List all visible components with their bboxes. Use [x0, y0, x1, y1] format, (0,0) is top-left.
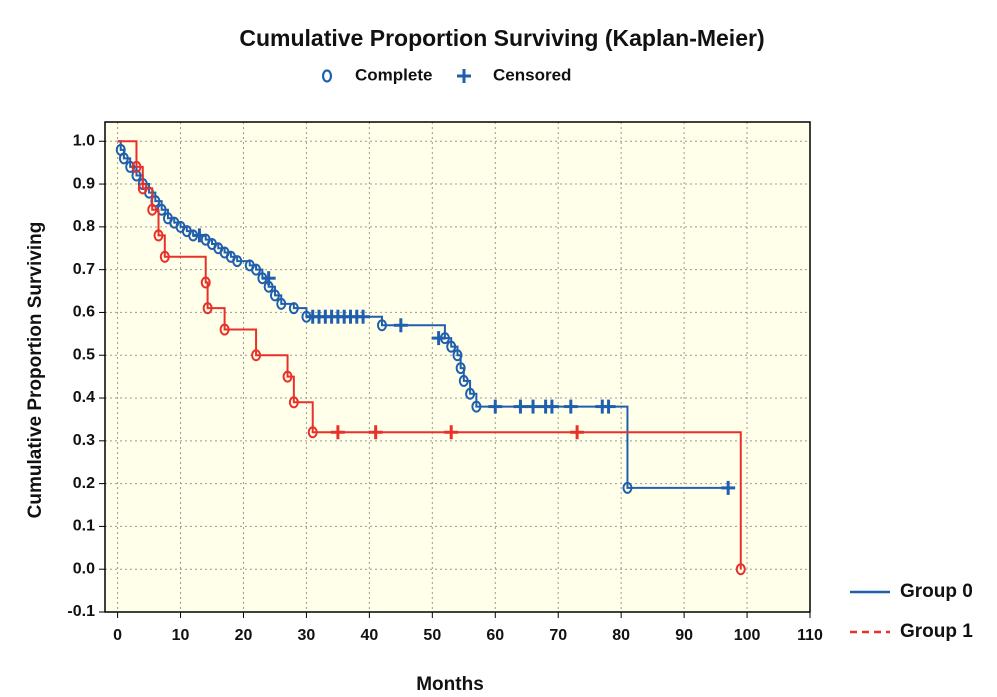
- complete-marker: [125, 160, 136, 173]
- x-tick-label: 90: [675, 627, 693, 644]
- complete-marker: [232, 255, 243, 268]
- complete-marker: [159, 250, 170, 263]
- complete-marker: [465, 387, 476, 400]
- censored-marker: [544, 399, 559, 414]
- complete-marker: [137, 182, 148, 195]
- y-tick-label: 0.4: [73, 389, 95, 406]
- x-tick-label: 60: [486, 627, 504, 644]
- censored-marker: [601, 399, 616, 414]
- chart-title: Cumulative Proportion Surviving (Kaplan-…: [239, 25, 764, 51]
- censored-marker: [368, 425, 383, 440]
- censored-marker: [192, 228, 207, 243]
- complete-marker: [200, 276, 211, 289]
- complete-marker: [131, 160, 142, 173]
- complete-marker: [735, 563, 746, 576]
- complete-marker: [288, 302, 299, 315]
- complete-marker: [458, 374, 469, 387]
- y-tick-label: 0.8: [73, 218, 95, 235]
- complete-marker: [452, 349, 463, 362]
- censored-marker: [444, 425, 459, 440]
- y-tick-label: 0.0: [73, 560, 95, 577]
- censored-marker: [356, 309, 371, 324]
- legend-label: Censored: [493, 65, 571, 84]
- x-tick-label: 70: [549, 627, 567, 644]
- censored-marker: [526, 399, 541, 414]
- y-tick-label: 0.2: [73, 475, 95, 492]
- censored-marker: [261, 271, 276, 286]
- censored-marker: [393, 318, 408, 333]
- legend-label: Complete: [355, 65, 432, 84]
- y-tick-label: 0.1: [73, 518, 95, 535]
- y-tick-label: 0.9: [73, 175, 95, 192]
- x-tick-label: 0: [113, 627, 122, 644]
- complete-marker: [376, 319, 387, 332]
- complete-marker: [202, 302, 213, 315]
- complete-marker: [307, 426, 318, 439]
- complete-marker: [147, 203, 158, 216]
- x-tick-label: 20: [235, 627, 253, 644]
- censored-marker: [563, 399, 578, 414]
- complete-marker: [455, 362, 466, 375]
- x-axis-label: Months: [416, 674, 484, 695]
- censored-marker: [431, 331, 446, 346]
- legend-label: Group 1: [900, 621, 973, 642]
- x-tick-label: 110: [797, 627, 823, 644]
- complete-marker: [251, 263, 262, 276]
- x-tick-label: 30: [298, 627, 316, 644]
- censored-marker: [570, 425, 585, 440]
- censored-marker: [488, 399, 503, 414]
- censored-marker: [513, 399, 528, 414]
- plot-frame: [104, 121, 811, 613]
- complete-marker: [471, 400, 482, 413]
- y-tick-label: 0.7: [73, 261, 95, 278]
- legend-label: Group 0: [900, 581, 973, 602]
- complete-marker: [276, 297, 287, 310]
- y-tick-label: 0.6: [73, 304, 95, 321]
- complete-marker: [446, 340, 457, 353]
- censored-marker: [721, 480, 736, 495]
- complete-marker: [251, 349, 262, 362]
- complete-marker: [153, 229, 164, 242]
- y-tick-label: 0.3: [73, 432, 95, 449]
- y-tick-label: 0.5: [73, 346, 95, 363]
- x-tick-label: 50: [423, 627, 441, 644]
- censored-marker: [330, 425, 345, 440]
- complete-marker: [282, 370, 293, 383]
- y-axis-label: Cumulative Proportion Surviving: [25, 222, 46, 519]
- y-tick-label: 1.0: [73, 132, 95, 149]
- complete-marker: [288, 396, 299, 409]
- legend-complete-symbol: [321, 69, 333, 83]
- complete-marker: [118, 152, 129, 165]
- complete-marker: [622, 481, 633, 494]
- legend-censored-symbol: [457, 69, 471, 83]
- complete-marker: [269, 289, 280, 302]
- x-tick-label: 40: [360, 627, 378, 644]
- complete-marker: [131, 169, 142, 182]
- x-tick-label: 10: [172, 627, 190, 644]
- x-tick-label: 100: [734, 627, 761, 644]
- complete-marker: [219, 323, 230, 336]
- y-tick-label: -0.1: [67, 603, 95, 620]
- x-tick-label: 80: [612, 627, 630, 644]
